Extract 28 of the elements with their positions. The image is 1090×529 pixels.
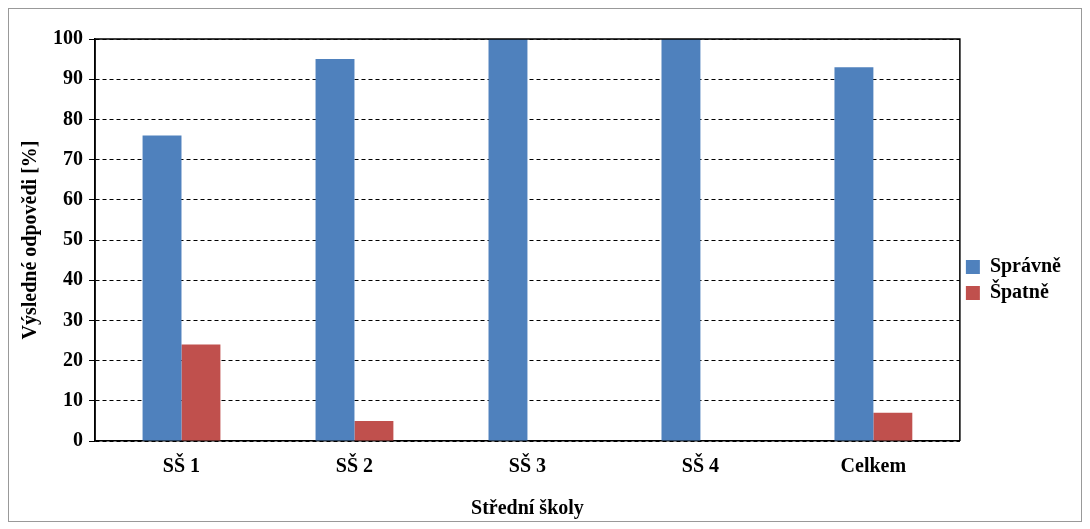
y-tick-label: 90 (63, 66, 83, 89)
x-tick-label: SŠ 1 (162, 453, 201, 477)
y-tick-label: 40 (63, 267, 83, 290)
legend-label: Špatně (989, 279, 1049, 304)
y-tick-label: 20 (63, 347, 83, 370)
bar (315, 59, 355, 441)
legend-label: Správně (989, 254, 1062, 278)
y-axis-title: Výsledné odpovědi [%] (18, 140, 42, 340)
x-axis-title: Střední školy (471, 496, 584, 520)
bar (834, 67, 874, 441)
bar (488, 39, 528, 441)
bar (181, 344, 221, 441)
x-tick-label: SŠ 2 (335, 453, 374, 477)
bar (873, 412, 913, 441)
y-tick-label: 30 (63, 307, 83, 330)
y-tick-label: 60 (63, 186, 83, 209)
y-tick-label: 100 (53, 26, 83, 49)
x-tick-label: SŠ 3 (508, 453, 547, 477)
bar (142, 135, 182, 441)
y-tick-label: 10 (63, 387, 83, 410)
x-tick-label: Celkem (840, 454, 907, 477)
y-tick-label: 0 (73, 428, 83, 451)
bar (661, 39, 701, 441)
y-tick-label: 50 (63, 227, 83, 250)
y-tick-label: 80 (63, 106, 83, 129)
x-tick-label: SŠ 4 (681, 453, 720, 477)
y-tick-label: 70 (63, 146, 83, 169)
bar (354, 420, 394, 441)
